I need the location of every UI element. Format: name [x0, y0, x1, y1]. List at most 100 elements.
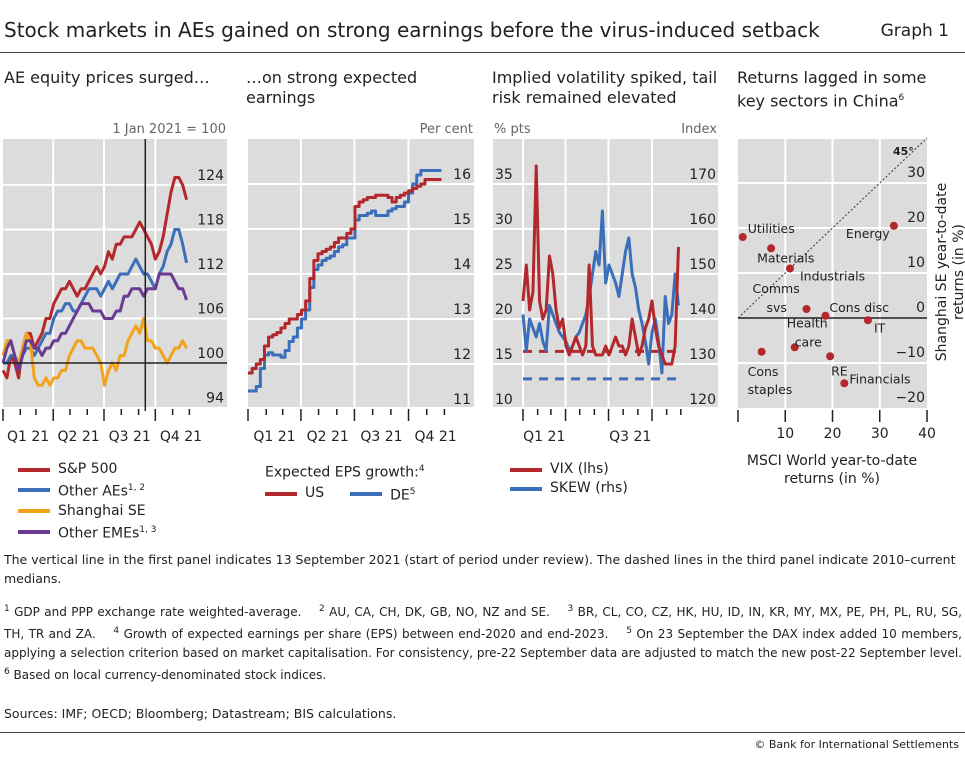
scatter-point-label: Materials [757, 250, 814, 265]
legend-item: Other AEs1, 2 [18, 479, 156, 502]
panel2-y-tick-label: 15 [453, 212, 471, 228]
panel3-right-y-tick-label: 140 [689, 302, 716, 318]
panel2-legend: Expected EPS growth:4 US DE5 [265, 460, 425, 505]
footnote-text: Growth of expected earnings per share (E… [119, 627, 627, 641]
scatter-point-label: staples [748, 382, 793, 397]
scatter-point [790, 343, 799, 352]
panel1-y-tick-label: 106 [197, 301, 224, 317]
scatter-point-label: svs [767, 300, 787, 315]
panel1-x-tick-label: Q3 21 [109, 429, 151, 445]
copyright: © Bank for International Settlements [754, 738, 959, 751]
scatter-point-label: Cons [748, 364, 779, 379]
footnotes: 1 GDP and PPP exchange rate weighted-ave… [4, 600, 962, 685]
panel1-unit-label: 1 Jan 2021 = 100 [112, 122, 226, 137]
panel1-legend: S&P 500 Other AEs1, 2 Shanghai SE Other EME… [18, 460, 156, 543]
panel2-y-tick-label: 12 [453, 347, 471, 363]
legend-swatch [18, 509, 50, 514]
panel4-45-degree-line [737, 137, 928, 319]
panel2-y-tick-label: 14 [453, 257, 471, 273]
scatter-point [785, 264, 794, 273]
panel3-right-y-tick-label: 170 [689, 167, 716, 183]
panel4-x-axis-label-line2: returns (in %) [784, 471, 880, 487]
footnote-text: AU, CA, CH, DK, GB, NO, NZ and SE. [324, 605, 568, 619]
panel3-left-y-tick-label: 15 [495, 347, 513, 363]
legend-swatch [18, 467, 50, 472]
legend-swatch [510, 486, 542, 491]
panel3-left-y-tick-label: 20 [495, 302, 513, 318]
panel4-45-degree-label: 45° [893, 145, 914, 158]
panel3-right-y-tick-label: 150 [689, 257, 716, 273]
footnote-number: 4 [113, 626, 120, 636]
scatter-point [840, 379, 849, 388]
footnote-text: BR, CL, CO, CZ, HK, HU, ID, IN, KR, MY, … [4, 605, 962, 641]
footnote-text: GDP and PPP exchange rate weighted-avera… [9, 605, 319, 619]
scatter-point-label: Financials [849, 371, 910, 386]
legend-label: Other EMEs1, 3 [58, 524, 157, 542]
footnote-number: 2 [319, 604, 325, 614]
chart-note: The vertical line in the first panel ind… [4, 552, 956, 586]
panel4-y-tick-label: 30 [907, 165, 925, 181]
panel4-x-tick-label: 10 [776, 426, 794, 442]
legend-label: VIX (lhs) [550, 461, 609, 477]
panel2-x-tick-label: Q3 21 [360, 429, 402, 445]
panel2-x-tick-label: Q4 21 [414, 429, 456, 445]
panel4-x-axis-label-line1: MSCI World year-to-date [747, 453, 917, 469]
scatter-point [821, 311, 830, 320]
scatter-point-label: Health [787, 315, 828, 330]
bottom-rule [0, 732, 965, 733]
legend-item: VIX (lhs) [510, 460, 628, 479]
legend-swatch [18, 529, 50, 534]
series-line-skew [521, 209, 680, 375]
panel3-x-tick-label: Q1 21 [523, 429, 565, 445]
panel3-right-y-tick-label: 130 [689, 347, 716, 363]
footnote-number: 6 [4, 667, 10, 677]
legend-swatch [350, 491, 383, 496]
panel4-y-tick-label: 10 [907, 255, 925, 271]
legend-item: Shanghai SE [18, 502, 156, 521]
legend-item: Other EMEs1, 3 [18, 521, 156, 544]
legend-swatch [265, 491, 297, 496]
scatter-point-label: care [795, 334, 822, 349]
scatter-point [757, 347, 766, 356]
panel2-title: …on strong expected earnings [246, 68, 418, 107]
graph-number: Graph 1 [880, 21, 949, 41]
panel3-title: Implied volatility spiked, tail risk rem… [492, 68, 718, 107]
legend-item: SKEW (rhs) [510, 479, 628, 498]
scatter-point-label: Industrials [800, 269, 865, 284]
scatter-point [826, 352, 835, 361]
legend-item: S&P 500 [18, 460, 156, 479]
panel2-unit-label: Per cent [420, 122, 473, 137]
legend-label: Other AEs1, 2 [58, 483, 146, 500]
panel3-left-y-tick-label: 35 [495, 167, 513, 183]
panel1-x-tick-label: Q1 21 [7, 429, 49, 445]
panel3-right-y-tick-label: 160 [689, 212, 716, 228]
top-rule [0, 52, 965, 53]
scatter-point-label: Cons disc [829, 300, 889, 315]
panel3-left-y-tick-label: 30 [495, 212, 513, 228]
panel4-x-tick-label: 20 [824, 426, 842, 442]
panel3-x-tick-label: Q3 21 [609, 429, 651, 445]
footnote-number: 5 [626, 626, 632, 636]
footnote-text: Based on local currency-denominated stoc… [9, 668, 342, 682]
panel2-x-tick-label: Q2 21 [307, 429, 349, 445]
legend-swatch [510, 467, 542, 472]
scatter-point [738, 233, 747, 241]
panel4-y-tick-label: −20 [895, 390, 925, 406]
legend-label: US [305, 485, 325, 502]
panel1-y-tick-label: 94 [206, 391, 224, 407]
scatter-point-label: Utilities [748, 221, 795, 236]
scatter-point [802, 305, 811, 313]
panel3-left-unit-label: % pts [494, 122, 531, 137]
scatter-point [889, 221, 898, 230]
panel4-x-tick-label: 30 [871, 426, 889, 442]
series-line-vix [521, 164, 680, 366]
panel3-legend: VIX (lhs) SKEW (rhs) [510, 460, 628, 498]
graph-title: Stock markets in AEs gained on strong ea… [4, 18, 820, 42]
panel1-y-tick-label: 112 [197, 257, 224, 273]
legend-label: SKEW (rhs) [550, 480, 628, 496]
panel4-y-tick-label: 20 [907, 210, 925, 226]
series-line-us [248, 178, 442, 375]
panel1-x-tick-label: Q2 21 [58, 429, 100, 445]
sources: Sources: IMF; OECD; Bloomberg; Datastrea… [4, 706, 397, 721]
